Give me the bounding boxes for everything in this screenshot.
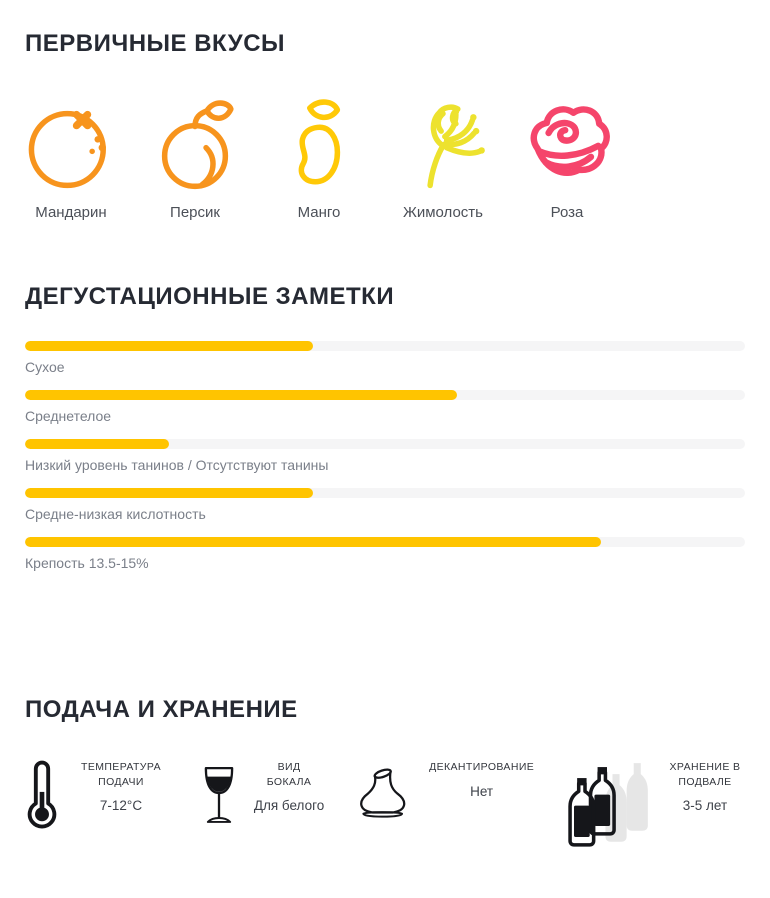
tangerine-icon [25, 94, 117, 194]
bar-label: Крепость 13.5-15% [25, 555, 149, 571]
serving-text: ВИД БОКАЛА Для белого [254, 754, 324, 813]
thermometer-icon [27, 760, 57, 829]
serving-item-decanting: ДЕКАНТИРОВАНИЕ Нет [353, 754, 534, 836]
primary-flavors-row: Мандарин Персик Манго [25, 94, 745, 221]
bar-row-alcohol: Крепость 13.5-15% [25, 537, 745, 571]
wine-glass-icon [204, 766, 234, 823]
rose-icon [521, 94, 613, 194]
serving-text: ТЕМПЕРАТУРА ПОДАЧИ 7-12°C [73, 754, 169, 813]
bar-fill [25, 390, 457, 400]
serving-caption: ВИД БОКАЛА [266, 761, 312, 788]
flavor-item-peach: Персик [149, 94, 241, 221]
flavor-item-mango: Манго [273, 94, 365, 221]
bar-fill [25, 439, 169, 449]
bar-row-acidity: Средне-низкая кислотность [25, 488, 745, 522]
serving-storage-title: ПОДАЧА И ХРАНЕНИЕ [25, 696, 298, 723]
peach-icon [149, 94, 241, 194]
serving-item-temperature: ТЕМПЕРАТУРА ПОДАЧИ 7-12°C [25, 754, 169, 836]
serving-text: ХРАНЕНИЕ В ПОДВАЛЕ 3-5 лет [665, 754, 745, 813]
serving-text: ДЕКАНТИРОВАНИЕ Нет [429, 754, 534, 799]
serving-item-cellaring: ХРАНЕНИЕ В ПОДВАЛЕ 3-5 лет [563, 754, 745, 854]
flavor-label: Мандарин [35, 204, 107, 221]
bar-row-body: Среднетелое [25, 390, 745, 424]
tasting-notes-bars: Сухое Среднетелое Низкий уровень танинов… [25, 341, 745, 571]
bar-label: Низкий уровень танинов / Отсутствуют тан… [25, 457, 329, 473]
flavor-item-tangerine: Мандарин [25, 94, 117, 221]
serving-value: Для белого [253, 798, 325, 814]
bar-label: Средне-низкая кислотность [25, 506, 206, 522]
serving-value: Нет [470, 783, 494, 799]
flavor-item-rose: Роза [521, 94, 613, 221]
serving-caption: ДЕКАНТИРОВАНИЕ [429, 761, 535, 773]
serving-value: 7-12°C [99, 798, 143, 814]
mango-icon [273, 94, 365, 194]
flavor-label: Роза [550, 204, 584, 221]
bar-fill [25, 488, 313, 498]
bar-label: Сухое [25, 359, 65, 375]
decanter-icon [360, 768, 406, 818]
flavor-item-honeysuckle: Жимолость [397, 94, 489, 221]
serving-storage-row: ТЕМПЕРАТУРА ПОДАЧИ 7-12°C ВИД БОКАЛА Для… [25, 754, 745, 854]
bar-track [25, 390, 745, 400]
bar-track [25, 537, 745, 547]
flavor-label: Манго [297, 204, 341, 221]
bar-track [25, 341, 745, 351]
honeysuckle-icon [397, 94, 489, 194]
bar-row-tannins: Низкий уровень танинов / Отсутствуют тан… [25, 439, 745, 473]
flavor-label: Жимолость [402, 204, 483, 221]
bar-row-dryness: Сухое [25, 341, 745, 375]
bar-label: Среднетелое [25, 408, 112, 424]
serving-item-glass: ВИД БОКАЛА Для белого [198, 754, 324, 840]
serving-value: 3-5 лет [682, 798, 728, 814]
serving-caption: ХРАНЕНИЕ В ПОДВАЛЕ [669, 761, 741, 788]
tasting-notes-title: ДЕГУСТАЦИОННЫЕ ЗАМЕТКИ [25, 283, 395, 310]
wine-bottles-icon [568, 763, 648, 847]
bar-track [25, 439, 745, 449]
serving-caption: ТЕМПЕРАТУРА ПОДАЧИ [81, 761, 161, 788]
primary-flavors-title: ПЕРВИЧНЫЕ ВКУСЫ [25, 30, 286, 57]
bar-fill [25, 341, 313, 351]
bar-track [25, 488, 745, 498]
bar-fill [25, 537, 601, 547]
wine-profile-page: ПЕРВИЧНЫЕ ВКУСЫ Мандарин [0, 30, 770, 854]
flavor-label: Персик [170, 204, 220, 221]
